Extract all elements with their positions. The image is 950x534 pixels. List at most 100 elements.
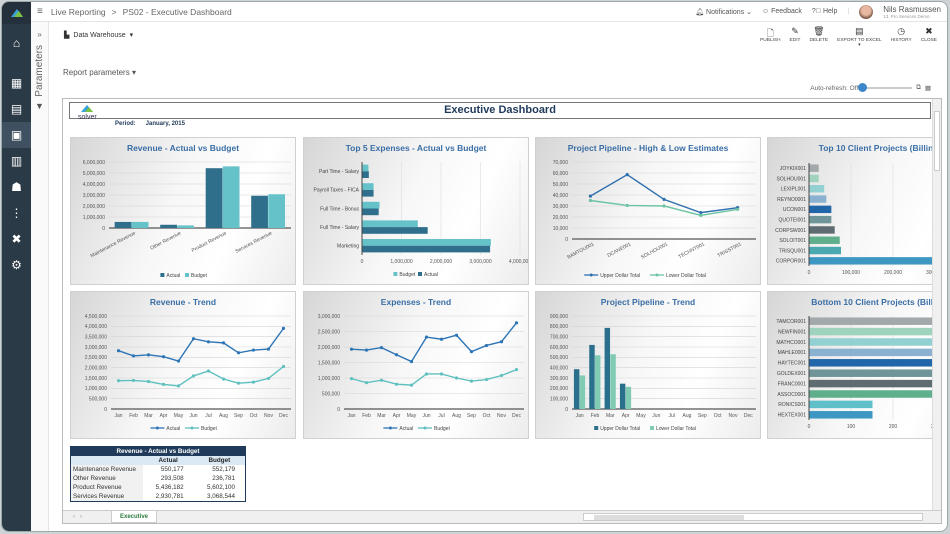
x-tick-label: Jul <box>438 413 444 419</box>
sheet-tab-executive[interactable]: Executive <box>111 511 158 523</box>
gear-icon[interactable]: ⚙ <box>11 258 22 272</box>
table-cell: Product Revenue <box>70 483 143 492</box>
calculator-icon[interactable]: ▥ <box>10 154 23 168</box>
data-source-dropdown[interactable]: ▙ Data Warehouse ▾ <box>64 31 133 40</box>
breadcrumb-live-reporting[interactable]: Live Reporting <box>50 6 106 17</box>
pencil-icon: ✎ <box>791 26 799 36</box>
legend-marker <box>155 426 159 430</box>
y-tick-label: 10,000 <box>553 226 569 232</box>
breadcrumb-separator: > <box>111 6 117 17</box>
tools-icon[interactable]: ✖ <box>11 232 22 246</box>
slider-knob[interactable] <box>858 83 868 92</box>
report-parameters-toggle[interactable]: Report parameters ▾ <box>63 68 136 77</box>
y-tick-label: 4,000,000 <box>83 182 105 188</box>
y-tick-label: 70,000 <box>553 160 569 166</box>
data-point <box>206 369 211 373</box>
y-tick-label: NEWFIN001 <box>778 329 806 335</box>
data-point <box>662 197 666 201</box>
expand-icon[interactable]: » <box>37 30 42 39</box>
avatar[interactable] <box>859 4 874 19</box>
data-point <box>349 347 354 351</box>
notifications-button[interactable]: 🔔︎ Notifications ⌄ <box>695 8 752 16</box>
legend-label: Upper Dollar Total <box>600 273 640 279</box>
data-point <box>625 203 629 208</box>
y-tick-label: Marketing <box>337 244 359 250</box>
chart-svg: 0 100,000 200,000 300,000 400,000 500,000 600,… <box>550 314 756 432</box>
popout-icon[interactable]: ⧉ <box>916 84 921 91</box>
close-button[interactable]: ✖ CLOSE <box>921 26 937 48</box>
notifications-label: Notifications <box>706 8 745 16</box>
x-tick-label: 200 <box>889 424 898 430</box>
bar <box>595 355 601 409</box>
bar <box>809 411 873 419</box>
export-to-excel-button[interactable]: ▤ EXPORT TO EXCEL ▾ <box>837 26 881 48</box>
chart-title: Top 10 Client Projects (Billing) <box>818 143 942 153</box>
y-tick-label: 30,000 <box>553 204 569 210</box>
chart-title: Project Pipeline - Trend <box>600 297 696 307</box>
y-tick-label: 100,000 <box>550 396 568 402</box>
x-tick-label: 3,000,000 <box>469 259 491 265</box>
publish-button[interactable]: 🗋 PUBLISH <box>760 26 781 48</box>
period-value: January, 2015 <box>145 121 185 127</box>
users-icon[interactable]: ☗ <box>11 180 22 194</box>
bar <box>610 354 616 409</box>
data-point <box>236 381 241 385</box>
y-tick-label: HEXTEX001 <box>778 413 807 419</box>
data-point <box>116 379 121 383</box>
bar <box>809 257 941 265</box>
y-tick-label: 700,000 <box>550 334 568 340</box>
scroll-thumb[interactable] <box>934 111 940 171</box>
bar <box>160 224 177 228</box>
y-tick-label: 3,000,000 <box>83 193 105 199</box>
data-point <box>699 211 703 215</box>
dots-icon[interactable]: ⋮ <box>10 206 23 220</box>
y-tick-label: 2,500,000 <box>85 355 107 361</box>
home-icon[interactable]: ⌂ <box>12 36 21 50</box>
data-point <box>131 378 136 383</box>
menu-icon[interactable]: ≡ <box>37 6 43 17</box>
bar <box>114 221 132 228</box>
x-tick-label: Mar <box>377 413 386 419</box>
sidebar: ⌂ ▦ ▤ ▣ ▥ ☗ ⋮ ✖ ⚙ <box>2 2 31 531</box>
bar <box>362 189 374 197</box>
bar <box>177 225 195 228</box>
x-tick-label: TRISST001 <box>717 241 743 259</box>
auto-refresh-slider[interactable] <box>858 83 913 92</box>
y-tick-label: ASSOC0001 <box>777 392 806 398</box>
report-icon[interactable]: ▣ <box>2 122 31 148</box>
legend-label: Actual <box>166 273 180 279</box>
y-tick-label: 2,000,000 <box>318 345 340 351</box>
table-cell: Maintenance Revenue <box>70 465 143 474</box>
scroll-thumb[interactable] <box>594 515 744 520</box>
horizontal-scrollbar[interactable] <box>583 513 923 521</box>
user-menu[interactable]: Nils Rasmussen 13. Pro Services Demo <box>883 5 941 19</box>
feedback-button[interactable]: ☺ Feedback <box>762 8 802 15</box>
delete-button[interactable]: 🗑︎ DELETE <box>809 26 828 48</box>
parameters-label[interactable]: Parameters <box>34 45 45 97</box>
vertical-scrollbar[interactable] <box>932 99 941 511</box>
data-point <box>699 213 703 217</box>
x-tick-label: Feb <box>129 413 138 419</box>
report-frame: solver Executive Dashboard Period: Januar… <box>62 98 942 524</box>
clipboard-icon[interactable]: ▤ <box>10 102 23 116</box>
sheet-nav-arrows[interactable]: ‹ › <box>73 514 82 520</box>
y-tick-label: CORPOR001 <box>776 259 807 265</box>
data-point <box>206 340 211 344</box>
legend-label: Budget <box>399 272 415 278</box>
data-point <box>191 337 196 341</box>
y-tick-label: 0 <box>337 407 340 413</box>
y-tick-label: QUOTEI001 <box>778 217 806 223</box>
history-button[interactable]: ◷ HISTORY <box>891 26 912 48</box>
buildings-icon[interactable]: ▦ <box>10 76 23 90</box>
bar <box>809 317 936 325</box>
edit-button[interactable]: ✎ EDIT <box>790 26 801 48</box>
table-header <box>70 456 143 465</box>
x-tick-label: Product Revenue <box>191 230 228 254</box>
y-tick-label: 4,500,000 <box>85 314 107 320</box>
parameters-panel[interactable]: » Parameters ▼ <box>31 22 49 531</box>
filter-icon[interactable]: ▼ <box>35 100 44 111</box>
grid-icon[interactable]: ▦ <box>924 85 931 92</box>
y-tick-label: 300,000 <box>550 376 568 382</box>
help-button[interactable]: ?⃝ Help <box>812 8 838 15</box>
x-tick-label: TECHNT001 <box>678 241 706 260</box>
